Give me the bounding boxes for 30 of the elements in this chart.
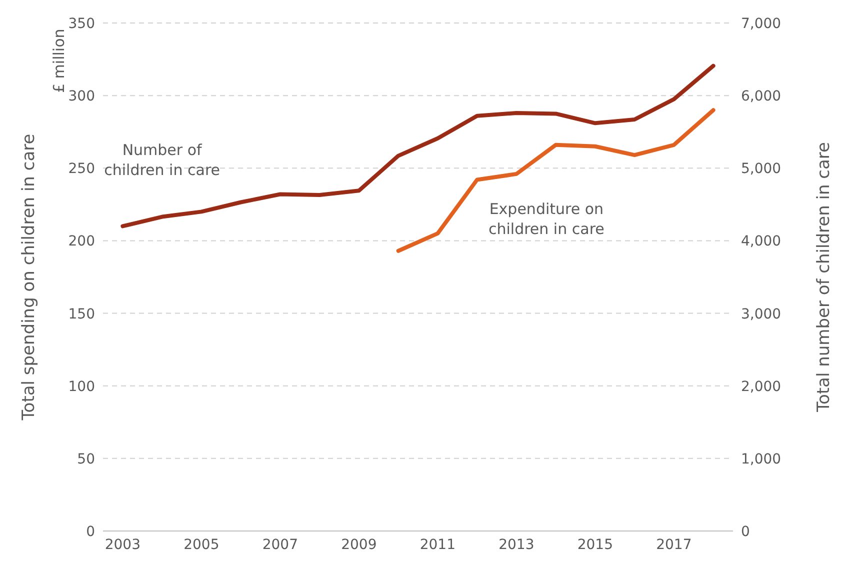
y-tick-label: 0	[86, 524, 95, 540]
y-tick-label: 100	[68, 378, 95, 395]
x-tick-label: 2005	[184, 536, 220, 553]
line-series	[396, 108, 716, 253]
y2-tick-label: 3,000	[741, 306, 782, 322]
y-tick-label: 50	[77, 451, 95, 468]
x-tick-label: 2015	[577, 536, 614, 553]
y-tick-label: 250	[68, 161, 95, 178]
x-tick-label: 2009	[341, 536, 377, 553]
y-tick-label: 150	[68, 306, 95, 322]
y-tick-label: 200	[68, 234, 95, 250]
y-tick-label: 300	[68, 88, 95, 105]
x-tick-label: 2013	[498, 536, 534, 553]
x-tick-label: 2011	[420, 536, 456, 553]
y2-axis-title: Total number of children in care	[814, 142, 834, 413]
x-tick-label: 2007	[262, 536, 298, 553]
series-label: Number of children in care	[104, 140, 220, 179]
y2-tick-label: 6,000	[741, 88, 782, 105]
y2-tick-label: 0	[741, 524, 750, 540]
y2-tick-label: 7,000	[741, 16, 782, 32]
y-axis-title: Total spending on children in care	[19, 134, 40, 422]
y-tick-label: 350	[68, 16, 95, 32]
x-tick-label: 2003	[104, 536, 141, 553]
text: £ million	[50, 28, 68, 93]
y2-tick-label: 5,000	[741, 161, 782, 178]
y2-tick-label: 2,000	[741, 378, 782, 395]
y2-tick-label: 1,000	[741, 451, 782, 468]
series-label: Expenditure on children in care	[488, 200, 604, 238]
y2-tick-label: 4,000	[741, 234, 782, 250]
x-tick-label: 2017	[656, 536, 692, 553]
